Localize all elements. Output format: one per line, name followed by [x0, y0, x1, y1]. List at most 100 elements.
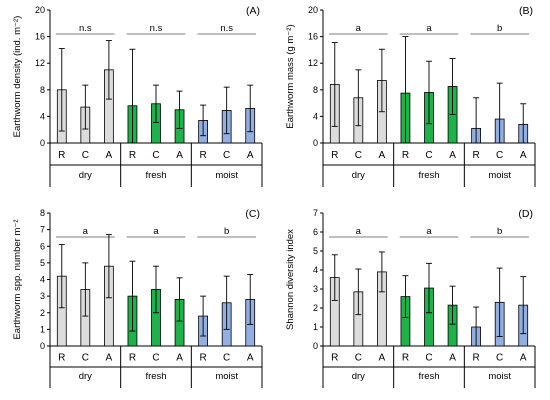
y-tick-label: 20 — [35, 5, 45, 15]
group-label-dry: dry — [79, 170, 92, 181]
significance-label: b — [497, 226, 502, 237]
group-label-moist: moist — [488, 170, 511, 181]
significance-label: b — [224, 226, 229, 237]
group-label-fresh: fresh — [418, 371, 439, 382]
significance-label: a — [83, 226, 89, 237]
panel-label: (B) — [519, 5, 533, 17]
group-label-fresh: fresh — [145, 371, 166, 382]
category-label-R: R — [58, 353, 65, 364]
y-tick-label: 7 — [313, 208, 318, 218]
category-label-R: R — [331, 353, 338, 364]
group-label-moist: moist — [215, 170, 238, 181]
category-label-A: A — [176, 150, 183, 161]
significance-label: a — [153, 226, 159, 237]
category-label-C: C — [425, 353, 432, 364]
significance-label: n.s — [150, 23, 163, 34]
significance-label: b — [497, 23, 502, 34]
group-label-dry: dry — [352, 371, 365, 382]
y-tick-label: 6 — [313, 227, 318, 237]
category-label-A: A — [379, 150, 386, 161]
category-label-A: A — [106, 150, 113, 161]
group-label-dry: dry — [352, 170, 365, 181]
y-tick-label: 4 — [40, 275, 45, 285]
category-label-R: R — [402, 150, 409, 161]
panel-c: 0 1 2 3 4 5 6 7 8 Earthworm spp. number m⁻² (C) dry… — [12, 208, 263, 388]
y-tick-label: 7 — [40, 225, 45, 235]
category-label-C: C — [82, 353, 89, 364]
y-tick-label: 8 — [313, 85, 318, 95]
category-label-A: A — [247, 353, 254, 364]
significance-label: n.s — [79, 23, 92, 34]
category-label-C: C — [355, 353, 362, 364]
category-label-A: A — [520, 353, 527, 364]
y-tick-label: 8 — [40, 85, 45, 95]
y-tick-label: 2 — [313, 303, 318, 313]
y-tick-label: 1 — [40, 324, 45, 334]
y-tick-label: 8 — [40, 208, 45, 218]
category-label-A: A — [247, 150, 254, 161]
category-label-R: R — [331, 150, 338, 161]
category-label-C: C — [152, 353, 159, 364]
significance-label: a — [426, 226, 432, 237]
category-label-A: A — [449, 150, 456, 161]
category-label-A: A — [106, 353, 113, 364]
category-label-C: C — [496, 353, 503, 364]
category-label-R: R — [472, 353, 479, 364]
category-label-R: R — [199, 150, 206, 161]
y-tick-label: 1 — [313, 322, 318, 332]
panel-label: (A) — [246, 5, 260, 17]
y-tick-label: 3 — [313, 284, 318, 294]
y-tick-label: 3 — [40, 291, 45, 301]
category-label-A: A — [449, 353, 456, 364]
category-label-A: A — [176, 353, 183, 364]
group-label-moist: moist — [488, 371, 511, 382]
panel-d: 0 1 2 3 4 5 6 7 Shannon diversity index (D) dry a R C… — [285, 208, 536, 388]
category-label-R: R — [402, 353, 409, 364]
category-label-C: C — [496, 150, 503, 161]
category-label-R: R — [58, 150, 65, 161]
y-tick-label: 16 — [308, 32, 318, 42]
group-label-fresh: fresh — [145, 170, 166, 181]
significance-label: a — [426, 23, 432, 34]
y-tick-label: 5 — [313, 246, 318, 256]
category-label-C: C — [223, 150, 230, 161]
category-label-A: A — [379, 353, 386, 364]
y-tick-label: 0 — [40, 138, 45, 148]
category-label-R: R — [129, 353, 136, 364]
y-tick-label: 0 — [313, 138, 318, 148]
category-label-C: C — [355, 150, 362, 161]
y-tick-label: 0 — [313, 341, 318, 351]
group-label-dry: dry — [79, 371, 92, 382]
panel-label: (C) — [245, 208, 260, 220]
category-label-A: A — [520, 150, 527, 161]
y-axis-title: Shannon diversity index — [285, 229, 296, 330]
panel-a: 0 4 8 12 16 20 Earthworm density (ind. m⁻²) (A)… — [12, 5, 263, 187]
category-label-C: C — [82, 150, 89, 161]
group-label-moist: moist — [215, 371, 238, 382]
significance-label: a — [356, 23, 362, 34]
y-tick-label: 0 — [40, 341, 45, 351]
panel-label: (D) — [518, 208, 533, 220]
significance-label: n.s — [220, 23, 233, 34]
y-tick-label: 20 — [308, 5, 318, 15]
category-label-C: C — [152, 150, 159, 161]
category-label-C: C — [425, 150, 432, 161]
y-tick-label: 4 — [313, 265, 318, 275]
panel-b: 0 4 8 12 16 20 Earthworm mass (g m⁻²) (B) dry a R C… — [285, 5, 536, 187]
y-tick-label: 12 — [35, 58, 45, 68]
y-tick-label: 16 — [35, 32, 45, 42]
y-tick-label: 5 — [40, 258, 45, 268]
y-tick-label: 4 — [313, 111, 318, 121]
y-tick-label: 6 — [40, 241, 45, 251]
category-label-R: R — [199, 353, 206, 364]
y-axis-title: Earthworm mass (g m⁻²) — [285, 24, 296, 128]
y-tick-label: 12 — [308, 58, 318, 68]
y-axis-title: Earthworm spp. number m⁻² — [12, 219, 23, 339]
significance-label: a — [356, 226, 362, 237]
category-label-C: C — [223, 353, 230, 364]
category-label-R: R — [472, 150, 479, 161]
y-tick-label: 2 — [40, 308, 45, 318]
y-axis-title: Earthworm density (ind. m⁻²) — [12, 16, 23, 138]
category-label-R: R — [129, 150, 136, 161]
